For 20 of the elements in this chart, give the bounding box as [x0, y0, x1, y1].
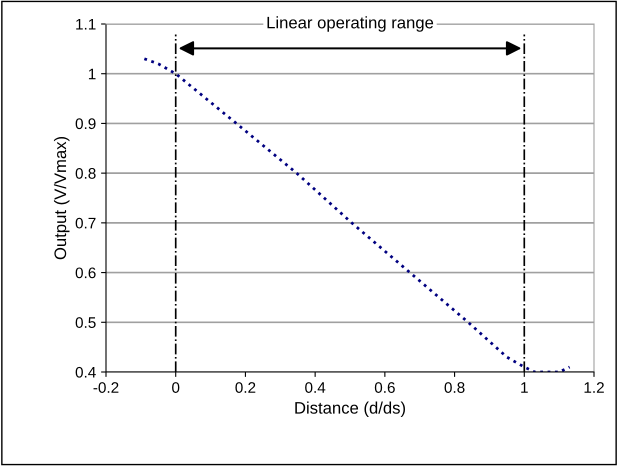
x-tick-label: 0.4 [305, 382, 326, 393]
x-tick-label: 0.8 [444, 382, 465, 393]
y-tick-label: 0.5 [76, 317, 96, 328]
x-axis-title: Distance (d/ds) [295, 402, 406, 418]
annotation: Linear operating range [268, 16, 434, 32]
x-tick-label: 1.2 [584, 382, 604, 393]
line-series [142, 57, 571, 372]
y-tick-label: 1.1 [76, 19, 96, 30]
y-tick-label: 0.8 [76, 168, 96, 179]
y-tick-label: 0.9 [76, 118, 96, 130]
y-tick-label: 0.6 [76, 267, 96, 278]
x-tick-label: 0.6 [374, 382, 395, 393]
y-axis-title: Output (V/Vmax) [54, 136, 70, 260]
y-tick-label: 1 [88, 68, 96, 80]
x-tick-label: 1 [521, 382, 528, 393]
x-tick-label: 0.2 [235, 382, 256, 393]
x-tick-label: 0 [172, 382, 180, 393]
y-tick-label: 0.4 [76, 366, 96, 378]
x-tick-label: -0.2 [94, 382, 118, 393]
y-tick-label: 0.7 [76, 218, 96, 229]
